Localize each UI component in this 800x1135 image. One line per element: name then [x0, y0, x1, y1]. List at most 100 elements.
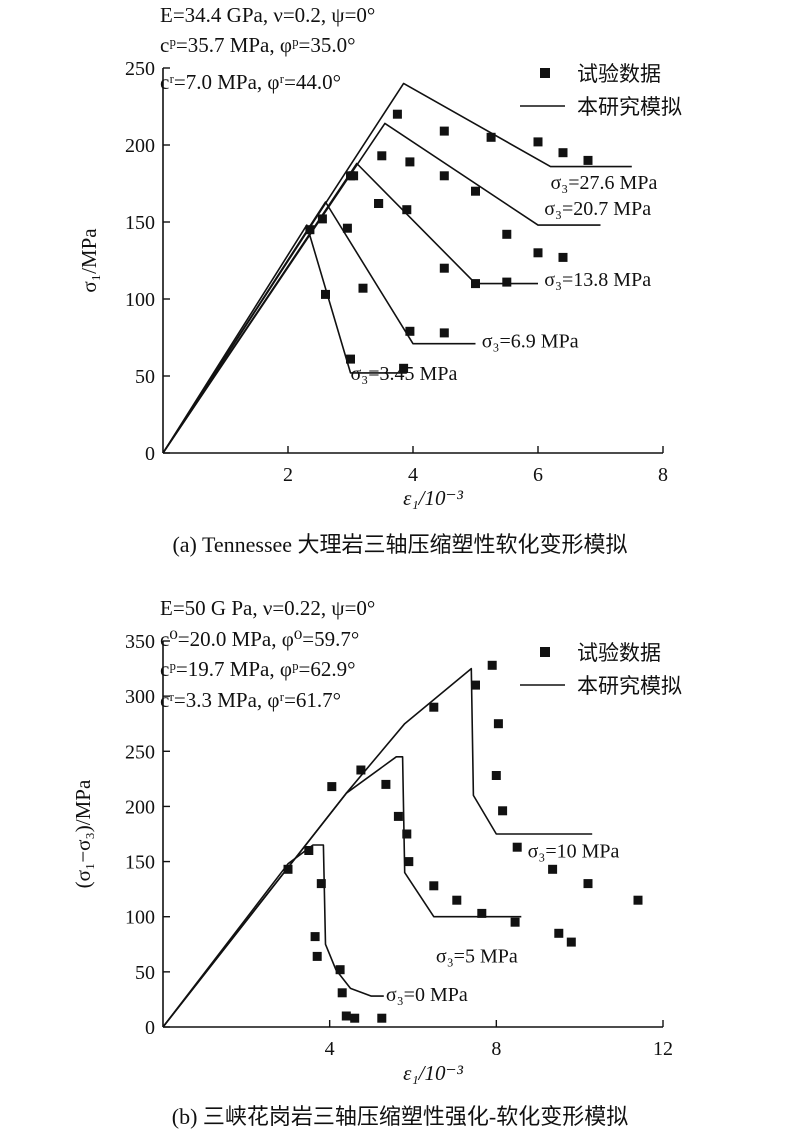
simulation-curve: [162, 162, 538, 454]
test-data-point: [477, 908, 487, 918]
test-data-point: [493, 719, 503, 729]
test-data-point: [349, 171, 359, 181]
test-data-point: [471, 279, 480, 289]
test-data-point: [512, 842, 522, 852]
series-label: σ₃=27.6 MPa: [551, 172, 658, 194]
test-data-point: [558, 148, 568, 158]
series-label: σ₃=3.45 MPa: [351, 363, 458, 385]
x-axis-label: ε₁/10⁻³: [403, 1061, 463, 1085]
legend-label-test-data: 试验数据: [577, 62, 661, 86]
parameter-line: E=50 G Pa, ν=0.22, ψ=0°: [160, 596, 375, 620]
simulation-curve: [162, 755, 522, 1028]
figure-caption: (b) 三峡花岗岩三轴压缩塑性强化-软化变形模拟: [172, 1104, 628, 1129]
x-tick-label: 4: [408, 464, 418, 486]
test-data-point: [346, 354, 355, 364]
test-data-point: [502, 277, 512, 287]
y-tick-label: 100: [125, 907, 155, 929]
y-tick-label: 250: [125, 741, 155, 763]
test-data-point: [356, 765, 366, 775]
test-data-point: [404, 857, 414, 867]
test-data-point: [471, 680, 480, 690]
legend-point-marker: [540, 68, 550, 78]
simulation-curve: [162, 224, 407, 454]
legend-point-marker: [540, 647, 550, 657]
test-data-point: [283, 864, 293, 874]
legend-label-simulation: 本研究模拟: [577, 674, 682, 698]
test-data-point: [317, 214, 327, 224]
y-tick-label: 250: [125, 58, 155, 80]
x-axis-label: ε₁/10⁻³: [403, 486, 463, 510]
test-data-point: [633, 895, 643, 905]
test-data-point: [452, 895, 462, 905]
series-label: σ₃=10 MPa: [528, 841, 620, 863]
test-data-point: [381, 779, 391, 789]
y-tick-label: 300: [125, 686, 155, 708]
test-data-point: [335, 965, 345, 975]
y-tick-label: 50: [135, 962, 155, 984]
test-data-point: [321, 289, 330, 299]
series-label: σ₃=6.9 MPa: [482, 331, 579, 353]
y-axis-label: σ₁/MPa: [77, 228, 101, 293]
y-tick-label: 0: [145, 1017, 155, 1039]
legend-label-test-data: 试验数据: [577, 641, 661, 665]
parameter-line: c⁰=20.0 MPa, φ⁰=59.7°: [160, 627, 359, 651]
y-tick-label: 0: [145, 443, 155, 465]
test-data-point: [377, 1013, 387, 1023]
test-data-point: [393, 811, 403, 821]
series-3: σ₃=20.7 MPa: [162, 122, 651, 454]
series-label: σ₃=0 MPa: [386, 984, 468, 1006]
simulation-curve: [162, 122, 601, 454]
figure-caption: (a) Tennessee 大理岩三轴压缩塑性软化变形模拟: [172, 532, 627, 557]
x-tick-label: 8: [491, 1038, 501, 1060]
test-data-point: [429, 881, 439, 891]
test-data-point: [486, 132, 496, 142]
y-tick-label: 50: [135, 366, 155, 388]
test-data-point: [402, 829, 412, 839]
chart-panel-b: 0 50 100 150 200 250 300 350 4 8 12 ε₁/10⁻³ (σ₁−σ₃)/…: [71, 596, 682, 1129]
x-tick-label: 4: [325, 1038, 335, 1060]
test-data-point: [439, 328, 449, 338]
test-data-point: [312, 951, 322, 961]
test-data-point: [405, 326, 415, 336]
simulation-curve: [162, 82, 632, 454]
x-tick-label: 6: [533, 464, 543, 486]
test-data-point: [342, 223, 352, 233]
legend-label-simulation: 本研究模拟: [577, 95, 682, 119]
series-0: σ₃=0 MPa: [162, 844, 468, 1028]
test-data-point: [558, 252, 568, 262]
test-data-point: [337, 988, 347, 998]
test-data-point: [358, 283, 368, 293]
series-1: σ₃=6.9 MPa: [162, 171, 579, 454]
test-data-point: [305, 225, 315, 235]
parameter-line: cᵖ=35.7 MPa, φᵖ=35.0°: [160, 33, 356, 57]
test-data-point: [566, 937, 576, 947]
test-data-point: [502, 229, 512, 239]
y-tick-label: 200: [125, 135, 155, 157]
y-tick-label: 150: [125, 212, 155, 234]
simulation-curve: [162, 844, 384, 1028]
x-tick-label: 8: [658, 464, 668, 486]
series-label: σ₃=20.7 MPa: [544, 198, 651, 220]
series-1: σ₃=5 MPa: [162, 755, 522, 1028]
parameter-line: cᵖ=19.7 MPa, φᵖ=62.9°: [160, 657, 356, 681]
y-tick-label: 150: [125, 852, 155, 874]
chart-panel-a: 0 50 100 150 200 250 2 4 6 8 ε₁/10⁻³ σ₁/MPa E=34.4 G…: [77, 3, 682, 557]
test-data-point: [548, 864, 558, 874]
test-data-point: [374, 199, 384, 208]
test-data-point: [304, 846, 314, 855]
test-data-point: [392, 109, 402, 119]
test-data-point: [498, 806, 508, 816]
test-data-point: [533, 248, 543, 258]
test-data-point: [533, 137, 543, 147]
y-tick-label: 200: [125, 796, 155, 818]
parameter-line: cʳ=7.0 MPa, φʳ=44.0°: [160, 70, 341, 94]
test-data-point: [487, 660, 497, 670]
test-data-point: [316, 879, 326, 889]
test-data-point: [471, 186, 480, 196]
series-4: σ₃=27.6 MPa: [162, 82, 658, 454]
test-data-point: [399, 363, 409, 373]
y-tick-label: 100: [125, 289, 155, 311]
test-data-point: [491, 771, 501, 780]
test-data-point: [310, 932, 320, 942]
